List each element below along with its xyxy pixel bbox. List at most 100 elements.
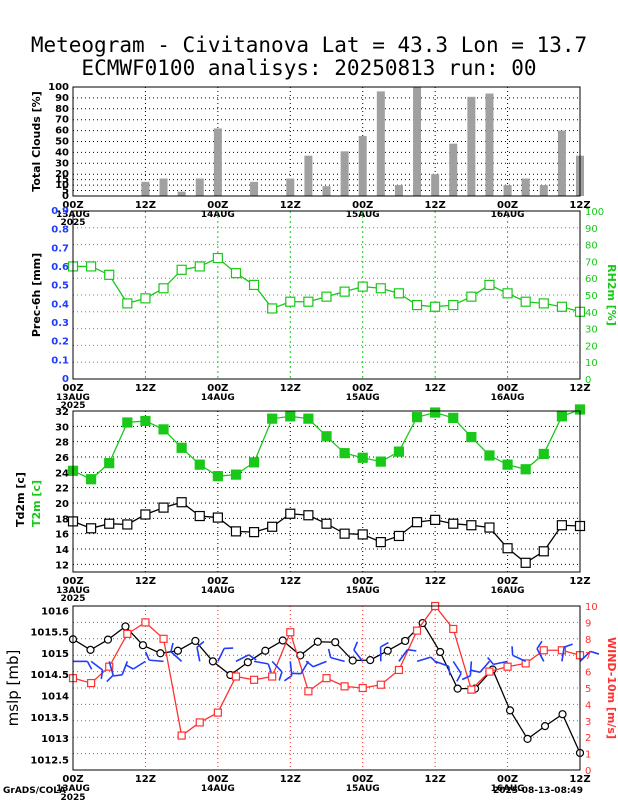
rh-line: [73, 257, 581, 313]
wind-barb-staff: [108, 661, 114, 676]
t2m-marker: [158, 424, 169, 435]
mslp-marker: [383, 646, 392, 655]
precip-ytick-label: 0.5: [51, 281, 69, 292]
time-tick-label: 00Z: [207, 576, 228, 587]
cloud-bar: [449, 143, 458, 196]
td2m-marker: [104, 518, 115, 529]
temp-ytick-label: 30: [55, 422, 69, 433]
wind-barb-staff: [536, 648, 545, 662]
mslp-marker: [331, 638, 340, 647]
cloud-bar: [213, 128, 222, 196]
wind-marker: [159, 634, 168, 643]
precip-ytick-label: 0.4: [51, 299, 69, 310]
t2m-marker: [357, 452, 368, 463]
wind-barb: [106, 661, 114, 683]
wind-barb: [379, 641, 389, 662]
wind-barb-staff: [149, 659, 164, 663]
wind-ytick-label: 8: [585, 635, 591, 646]
td2m-ylabel: Td2m [c]: [14, 472, 27, 527]
wind-barb-staff: [235, 654, 250, 663]
rh-marker: [303, 296, 314, 307]
time-tick-label: 00Z: [352, 576, 373, 587]
date-label: 16AUG: [491, 784, 525, 794]
wind-barb-feather: [487, 657, 495, 665]
wind-barb: [170, 642, 183, 662]
td2m-marker: [140, 509, 151, 520]
td2m-marker: [357, 529, 368, 540]
td2m-marker: [285, 508, 296, 519]
t2m-marker: [267, 413, 278, 424]
wind-marker: [485, 667, 494, 676]
wind-ytick-label: 2: [585, 733, 591, 744]
td2m-marker: [430, 514, 441, 525]
td2m-marker: [158, 502, 169, 513]
wind-marker: [177, 731, 186, 740]
wind-barb-feather: [144, 651, 150, 661]
wind-marker: [249, 675, 259, 684]
precip-ytick-label: 0.1: [51, 355, 69, 366]
wind-marker: [449, 624, 458, 634]
rh-marker: [520, 296, 531, 307]
wind-barb-feather: [447, 666, 451, 676]
td2m-marker: [86, 523, 97, 534]
clouds-ytick-label: 0: [62, 191, 69, 202]
t2m-marker: [230, 469, 242, 480]
wind-barb-staff: [289, 661, 293, 676]
wind-ytick-label: 7: [585, 651, 591, 662]
rh-marker: [484, 279, 495, 291]
date-label: 16AUG: [491, 393, 525, 403]
time-tick-label: 12Z: [280, 774, 301, 785]
temp-ytick-label: 12: [55, 560, 69, 571]
cloud-bar: [141, 181, 150, 196]
footer-timestamp: 2025-08-13-08:49: [493, 786, 583, 796]
t2m-marker: [484, 450, 495, 461]
date-label: 14AUG: [201, 210, 235, 220]
wind-marker: [521, 659, 530, 668]
time-tick-label: 12Z: [135, 774, 156, 785]
time-tick-label: 12Z: [280, 200, 301, 211]
time-tick-label: 00Z: [497, 383, 518, 394]
wind-barb-staff: [416, 656, 432, 663]
mslp-ytick-label: 1012.5: [30, 755, 69, 766]
wind-marker: [268, 672, 277, 681]
date-label: 15AUG: [346, 784, 380, 794]
cloud-bar: [539, 185, 548, 196]
wind-barb: [511, 646, 527, 663]
mslp-ytick-label: 1015.5: [30, 628, 69, 639]
mslp-marker: [523, 734, 532, 744]
mslp-marker: [121, 622, 130, 631]
wind-barb: [73, 660, 93, 670]
wind-barb: [291, 660, 310, 675]
time-tick-label: 00Z: [207, 774, 228, 785]
wind-marker: [412, 626, 422, 635]
t2m-marker: [430, 407, 441, 418]
rh-marker: [339, 286, 350, 297]
wind-barb: [113, 661, 129, 677]
wind-barb: [452, 660, 462, 682]
wind-marker: [358, 683, 367, 693]
cloud-bar: [177, 191, 186, 196]
wind-barb-feather: [471, 669, 481, 674]
wind-ytick-label: 4: [585, 700, 591, 711]
td2m-marker: [321, 518, 332, 529]
rh-ytick-label: 10: [585, 358, 598, 369]
time-tick-label: 12Z: [425, 383, 446, 394]
td2m-marker: [520, 557, 531, 568]
date-label: 15AUG: [346, 393, 380, 403]
date-label: 14AUG: [201, 393, 235, 403]
clouds-ytick-label: 70: [55, 115, 69, 126]
t2m-marker: [466, 431, 477, 443]
clouds-ytick-label: 80: [55, 104, 69, 115]
temp-ytick-label: 14: [55, 545, 69, 556]
wind-barb-feather: [124, 663, 134, 670]
date-label: 16AUG: [491, 586, 525, 596]
precip-ytick-label: 0.9: [51, 206, 69, 217]
td2m-marker: [411, 517, 423, 528]
t2m-marker: [411, 412, 423, 423]
mslp-ytick-label: 1014.5: [30, 670, 69, 681]
td2m-marker: [122, 519, 133, 530]
time-tick-label: 12Z: [569, 383, 590, 394]
td2m-marker: [267, 521, 278, 532]
wind-marker: [304, 687, 313, 696]
